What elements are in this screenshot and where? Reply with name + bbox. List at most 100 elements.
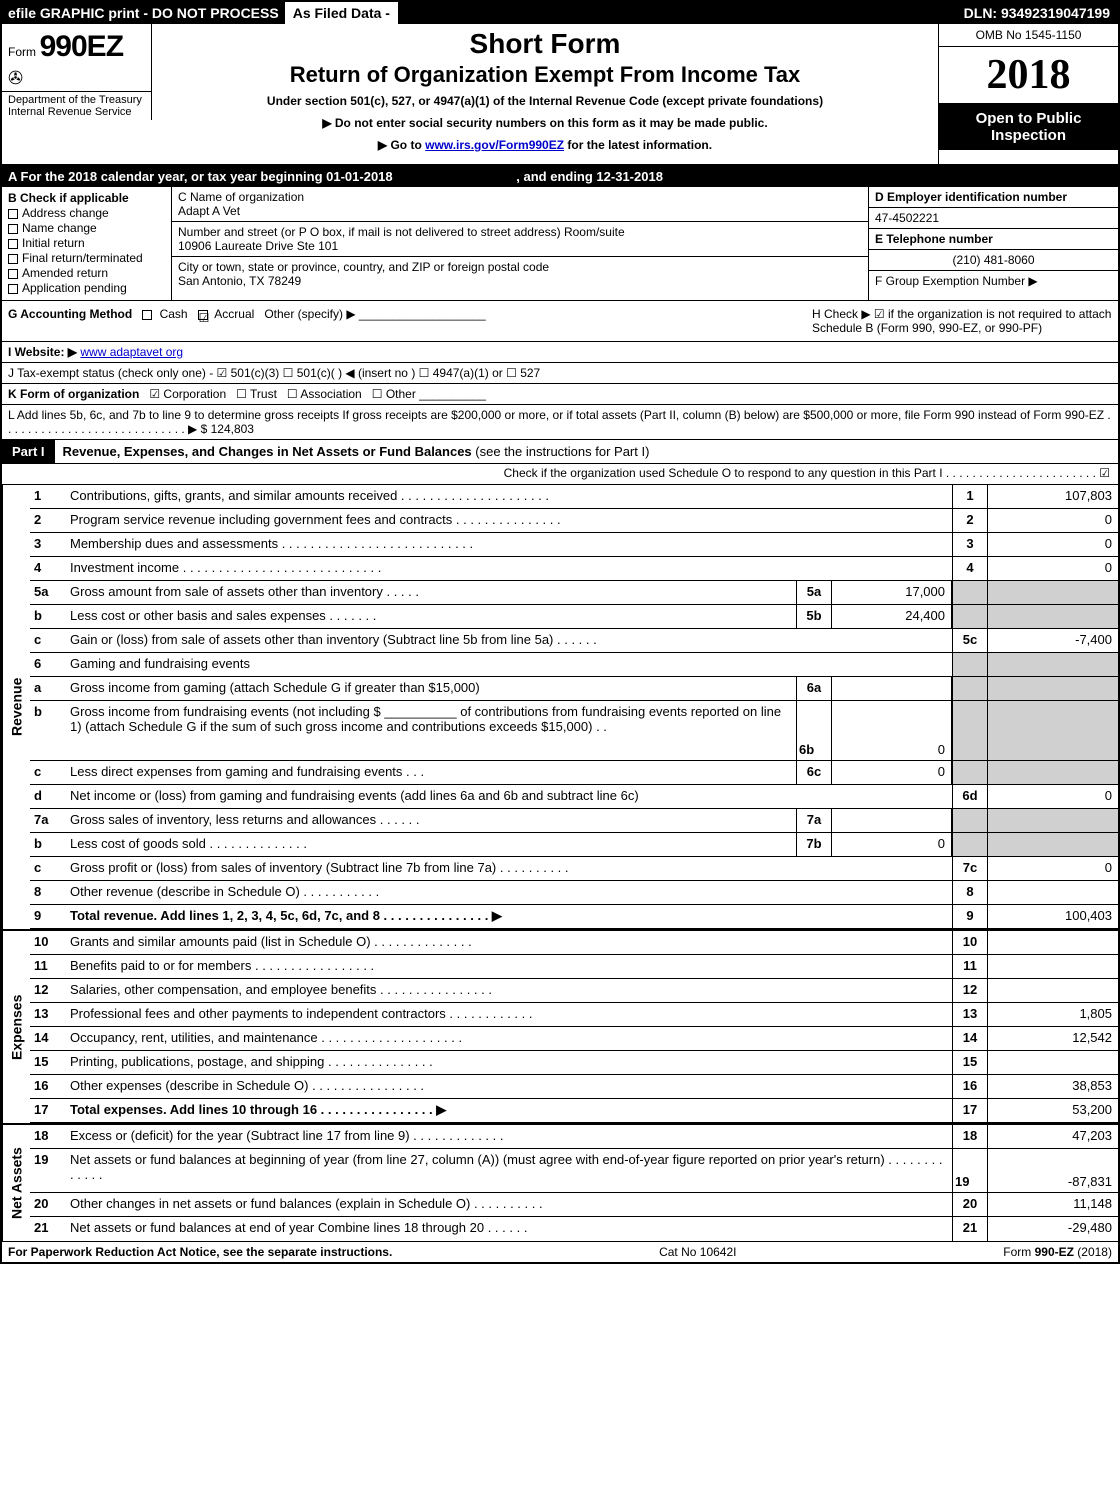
c-city-val: San Antonio, TX 78249 [178,274,862,288]
efile-label: efile GRAPHIC print - DO NOT PROCESS [2,2,285,24]
line-13: 13 Professional fees and other payments … [30,1003,1118,1027]
goto-note: ▶ Go to www.irs.gov/Form990EZ for the la… [162,138,928,152]
row-k-form-org: K Form of organization ☑ Corporation ☐ T… [2,384,1118,405]
line-8: 8 Other revenue (describe in Schedule O)… [30,881,1118,905]
expenses-rows: 10 Grants and similar amounts paid (list… [30,931,1118,1123]
line-6b: b Gross income from fundraising events (… [30,701,1118,761]
line-6d: d Net income or (loss) from gaming and f… [30,785,1118,809]
d-val: 47-4502221 [869,208,1118,228]
row-l-gross-receipts: L Add lines 5b, 6c, and 7b to line 9 to … [2,405,1118,440]
top-bar: efile GRAPHIC print - DO NOT PROCESS As … [2,2,1118,24]
i-label: I Website: ▶ [8,345,77,359]
part1-label: Part I [2,440,55,463]
section-bcdef: B Check if applicable Address change Nam… [2,187,1118,301]
chk-amended-return[interactable]: Amended return [8,266,165,280]
c-name-label: C Name of organization [178,190,862,204]
col-d-ein: D Employer identification number 47-4502… [868,187,1118,300]
part1-header: Part I Revenue, Expenses, and Changes in… [2,440,1118,464]
header-right: OMB No 1545-1150 2018 Open to Public Ins… [938,24,1118,164]
row-gh: G Accounting Method Cash ☑ Accrual Other… [2,301,1118,342]
e-label: E Telephone number [869,228,1118,250]
dept-box: Department of the Treasury Internal Reve… [2,91,152,120]
line-20: 20 Other changes in net assets or fund b… [30,1193,1118,1217]
chk-accrual[interactable]: ☑ [198,310,208,320]
c-name-block: C Name of organization Adapt A Vet [172,187,868,222]
col-b-checkboxes: B Check if applicable Address change Nam… [2,187,172,300]
no-ssn-note: ▶ Do not enter social security numbers o… [162,116,928,130]
line-7b: b Less cost of goods sold . . . . . . . … [30,833,1118,857]
website-link[interactable]: www adaptavet org [80,345,183,359]
revenue-section: Revenue 1 Contributions, gifts, grants, … [2,485,1118,929]
g-accounting: G Accounting Method Cash ☑ Accrual Other… [8,307,812,335]
c-addr-block: Number and street (or P O box, if mail i… [172,222,868,257]
form-title: Return of Organization Exempt From Incom… [162,62,928,88]
treasury-seal-icon: ✇ [8,68,145,89]
b-label: B Check if applicable [8,191,165,205]
netassets-rows: 18 Excess or (deficit) for the year (Sub… [30,1125,1118,1241]
c-addr-val: 10906 Laureate Drive Ste 101 [178,239,862,253]
line-6a: a Gross income from gaming (attach Sched… [30,677,1118,701]
h-schedule-b: H Check ▶ ☑ if the organization is not r… [812,307,1112,335]
line-3: 3 Membership dues and assessments . . . … [30,533,1118,557]
chk-cash[interactable] [142,310,152,320]
c-city-label: City or town, state or province, country… [178,260,862,274]
irs-link[interactable]: www.irs.gov/Form990EZ [425,138,564,152]
part1-check-o: Check if the organization used Schedule … [2,464,1118,485]
form-990ez-page: efile GRAPHIC print - DO NOT PROCESS As … [0,0,1120,1264]
netassets-section: Net Assets 18 Excess or (deficit) for th… [2,1123,1118,1241]
header-mid: Short Form Return of Organization Exempt… [152,24,938,164]
g-label: G Accounting Method [8,307,132,321]
short-form-title: Short Form [162,28,928,60]
dept-line2: Internal Revenue Service [8,106,145,118]
chk-initial-return[interactable]: Initial return [8,236,165,250]
row-a-begin: A For the 2018 calendar year, or tax yea… [8,169,393,184]
line-4: 4 Investment income . . . . . . . . . . … [30,557,1118,581]
col-c-org-info: C Name of organization Adapt A Vet Numbe… [172,187,868,300]
expenses-side-label: Expenses [2,931,30,1123]
open-public-badge: Open to Public Inspection [939,104,1118,150]
form-name: 990EZ [40,30,123,63]
line-6c: c Less direct expenses from gaming and f… [30,761,1118,785]
d-label: D Employer identification number [869,187,1118,208]
row-j-tax-exempt: J Tax-exempt status (check only one) - ☑… [2,363,1118,384]
line-2: 2 Program service revenue including gove… [30,509,1118,533]
chk-name-change[interactable]: Name change [8,221,165,235]
under-section: Under section 501(c), 527, or 4947(a)(1)… [162,94,928,108]
line-6: 6 Gaming and fundraising events [30,653,1118,677]
c-name-val: Adapt A Vet [178,204,862,218]
row-a-tax-year: A For the 2018 calendar year, or tax yea… [2,166,1118,187]
line-5b: b Less cost or other basis and sales exp… [30,605,1118,629]
expenses-section: Expenses 10 Grants and similar amounts p… [2,929,1118,1123]
footer-mid: Cat No 10642I [659,1245,736,1259]
asfiled-label: As Filed Data - [285,2,398,24]
chk-address-change[interactable]: Address change [8,206,165,220]
asfiled-spacer [398,10,956,16]
line-14: 14 Occupancy, rent, utilities, and maint… [30,1027,1118,1051]
revenue-side-label: Revenue [2,485,30,929]
f-label: F Group Exemption Number ▶ [869,271,1118,291]
line-15: 15 Printing, publications, postage, and … [30,1051,1118,1075]
e-val: (210) 481-8060 [869,250,1118,271]
footer-right: Form 990-EZ (2018) [1003,1245,1112,1259]
line-5c: c Gain or (loss) from sale of assets oth… [30,629,1118,653]
form-prefix: Form [8,45,36,59]
line-18: 18 Excess or (deficit) for the year (Sub… [30,1125,1118,1149]
footer-left: For Paperwork Reduction Act Notice, see … [8,1245,392,1259]
line-9: 9 Total revenue. Add lines 1, 2, 3, 4, 5… [30,905,1118,929]
row-a-end: , and ending 12-31-2018 [516,169,663,184]
header-row: Form 990EZ ✇ Department of the Treasury … [2,24,1118,166]
line-16: 16 Other expenses (describe in Schedule … [30,1075,1118,1099]
line-21: 21 Net assets or fund balances at end of… [30,1217,1118,1241]
part1-title: Revenue, Expenses, and Changes in Net As… [55,440,658,463]
dln-label: DLN: 93492319047199 [956,2,1118,24]
line-11: 11 Benefits paid to or for members . . .… [30,955,1118,979]
line-10: 10 Grants and similar amounts paid (list… [30,931,1118,955]
omb-number: OMB No 1545-1150 [939,24,1118,47]
line-7c: c Gross profit or (loss) from sales of i… [30,857,1118,881]
page-footer: For Paperwork Reduction Act Notice, see … [2,1241,1118,1262]
chk-application-pending[interactable]: Application pending [8,281,165,295]
tax-year: 2018 [939,47,1118,104]
chk-final-return[interactable]: Final return/terminated [8,251,165,265]
line-7a: 7a Gross sales of inventory, less return… [30,809,1118,833]
line-12: 12 Salaries, other compensation, and emp… [30,979,1118,1003]
